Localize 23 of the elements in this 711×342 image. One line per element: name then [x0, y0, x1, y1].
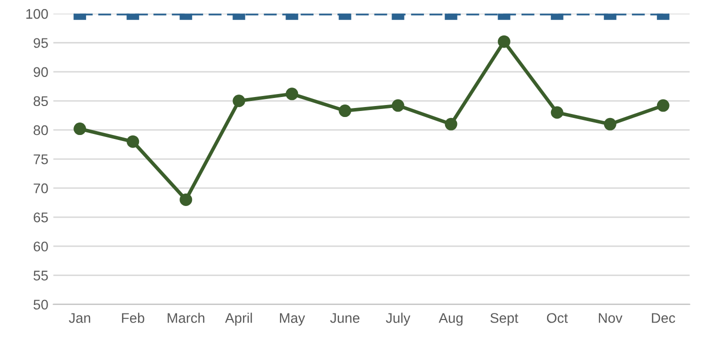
y-tick-label: 75 [34, 154, 48, 164]
x-tick-label: July [386, 312, 410, 326]
y-tick-label: 95 [34, 38, 48, 48]
y-tick-label: 55 [34, 270, 48, 280]
x-tick-label: Feb [122, 312, 144, 323]
x-tick-label: Aug [438, 313, 462, 326]
x-tick-label: April [225, 312, 252, 326]
x-tick-label: Sept [490, 313, 518, 326]
x-tick-label: March [168, 312, 204, 323]
x-tick-label: Oct [546, 313, 568, 323]
x-tick-label: May [280, 313, 306, 326]
x-tick-label: June [330, 313, 360, 323]
y-tick-label: 85 [34, 96, 48, 106]
x-tick-label: Jan [68, 313, 90, 323]
y-tick-label: 50 [34, 300, 48, 310]
y-tick-label: 65 [34, 212, 48, 222]
y-tick-label: 60 [34, 242, 48, 252]
y-tick-label: 70 [34, 183, 48, 194]
x-tick-label: Nov [598, 313, 622, 323]
y-tick-label: 80 [34, 125, 48, 136]
x-tick-label: Dec [652, 313, 676, 323]
y-tick-label: 90 [34, 67, 48, 77]
y-tick-label: 100 [26, 9, 48, 19]
